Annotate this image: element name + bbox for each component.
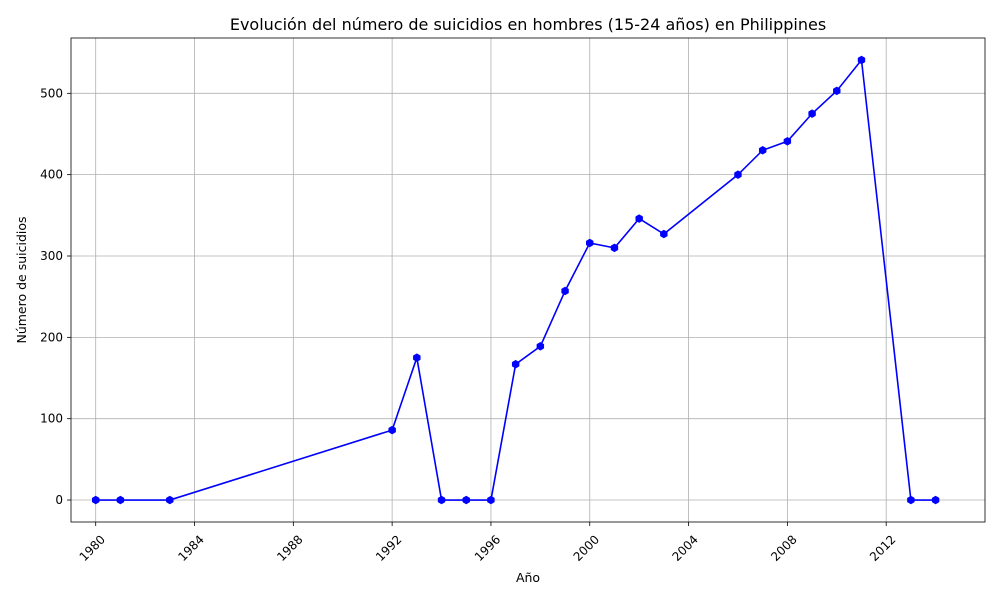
data-point [758,145,767,155]
plot-frame [70,37,986,523]
data-point [931,495,940,505]
x-ticks: 1980 1984 1988 1992 1996 2000 2004 2008 2012 [77,522,899,564]
x-tick-label: 1984 [175,532,206,563]
data-point [833,86,841,96]
data-point [116,495,125,505]
y-tick-label: 200 [40,330,63,344]
x-tick-label: 2004 [669,532,700,563]
x-tick-label: 1988 [274,532,305,563]
y-tick-label: 400 [40,168,63,182]
x-tick-label: 1992 [373,532,404,563]
data-point [660,229,668,239]
y-ticks: 0 100 200 300 400 500 [40,86,71,507]
x-tick-label: 1996 [472,532,503,563]
y-axis-label: Número de suicidios [14,216,29,343]
data-point [511,359,520,369]
y-tick-label: 300 [40,249,63,263]
data-point [166,495,174,505]
x-tick-label: 2008 [768,532,799,563]
y-tick-label: 100 [40,412,63,426]
y-tick-label: 500 [40,86,63,100]
data-point [462,495,470,505]
data-point [635,214,643,223]
data-point [586,238,594,248]
y-tick-label: 0 [55,493,63,507]
x-tick-label: 1980 [77,532,108,563]
data-point [734,170,742,179]
x-tick-label: 2012 [867,532,898,563]
x-axis-label: Año [516,570,540,585]
data-point [91,495,100,505]
x-tick-label: 2000 [571,532,602,563]
data-point [536,342,545,351]
grid-layer [71,38,985,522]
data-point [808,109,816,118]
chart-title: Evolución del número de suicidios en hom… [230,15,826,34]
data-point [413,353,421,362]
plot-background [71,38,985,522]
data-point [437,495,446,505]
data-point [487,495,495,505]
data-point [857,55,866,65]
data-point [907,495,915,505]
data-point [783,137,792,146]
series-layer [91,55,940,505]
data-point [610,243,619,253]
data-point [388,425,396,435]
data-point [561,286,569,296]
